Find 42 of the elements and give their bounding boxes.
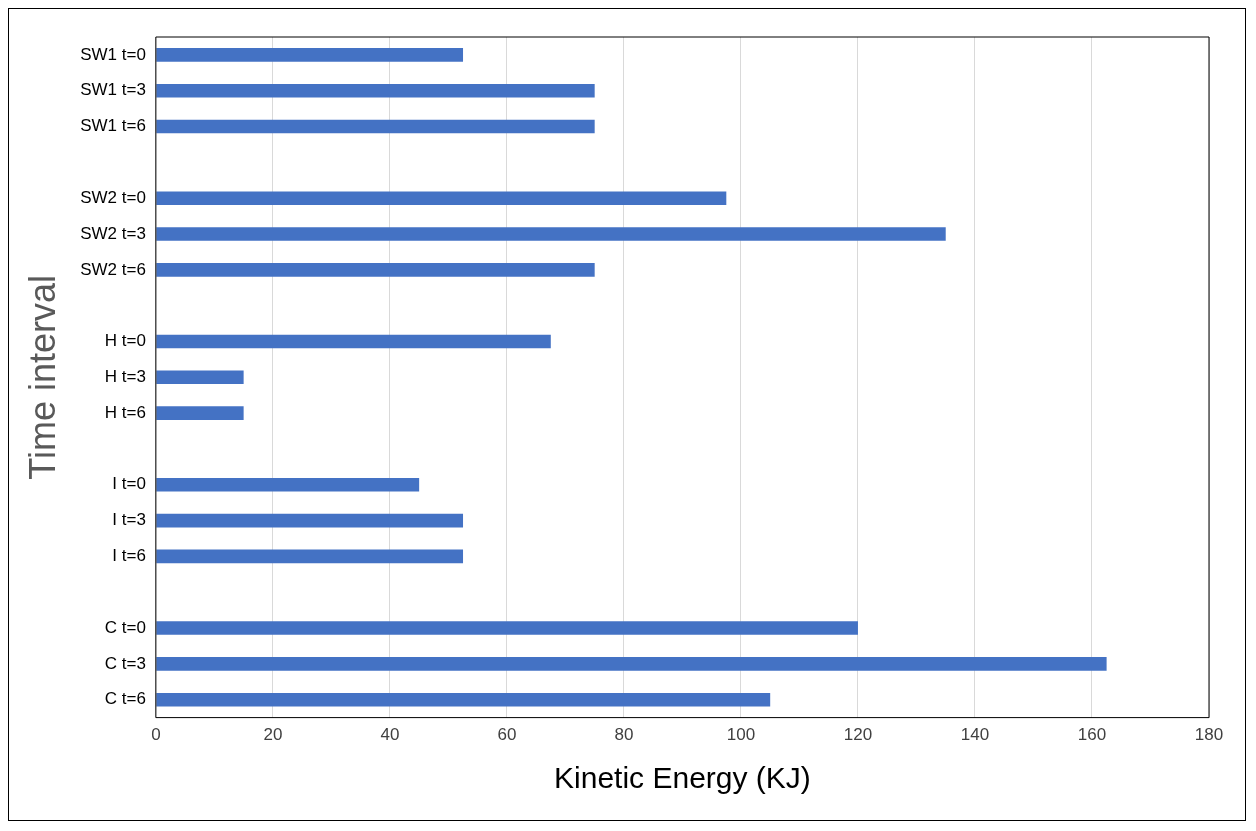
x-tick-label: 160	[1077, 725, 1107, 745]
bar	[156, 657, 1107, 671]
y-tick-label: SW2 t=0	[80, 187, 146, 207]
bar	[156, 191, 727, 205]
y-tick-label: C t=6	[104, 689, 146, 709]
y-tick-label: C t=3	[104, 653, 146, 673]
y-tick-label: H t=3	[104, 366, 146, 386]
y-tick-label: SW1 t=3	[80, 80, 146, 100]
bar	[156, 119, 595, 134]
x-tick-label: 40	[380, 725, 400, 745]
y-tick-label: I t=3	[112, 510, 146, 530]
bar	[156, 83, 595, 98]
bar	[156, 406, 244, 420]
bar	[156, 48, 464, 62]
bar	[156, 549, 464, 564]
bar	[156, 513, 464, 528]
x-tick-label: 140	[960, 725, 990, 745]
bar	[156, 370, 244, 385]
y-tick-label: SW2 t=6	[80, 259, 146, 279]
x-tick-label: 0	[151, 725, 161, 745]
y-tick-label: SW1 t=6	[80, 116, 146, 136]
y-tick-label: C t=0	[104, 617, 146, 637]
y-tick-label: H t=0	[104, 331, 146, 351]
y-tick-label: SW1 t=0	[80, 44, 146, 64]
x-tick-label: 180	[1194, 725, 1224, 745]
x-axis-title: Kinetic Energy (KJ)	[554, 761, 811, 795]
x-tick-label: 80	[614, 725, 634, 745]
x-tick-label: 20	[263, 725, 283, 745]
y-tick-label: I t=6	[112, 546, 146, 566]
bar	[156, 621, 858, 635]
bar	[156, 692, 771, 707]
bar	[156, 477, 420, 492]
x-tick-label: 60	[497, 725, 517, 745]
bar	[156, 227, 946, 241]
y-tick-label: I t=0	[112, 474, 146, 494]
x-tick-label: 100	[726, 725, 756, 745]
x-tick-label: 120	[843, 725, 873, 745]
y-axis-title: Time interval	[21, 274, 63, 480]
bar	[156, 334, 551, 349]
y-tick-label: SW2 t=3	[80, 223, 146, 243]
bar	[156, 263, 595, 277]
y-tick-label: H t=6	[104, 402, 146, 422]
